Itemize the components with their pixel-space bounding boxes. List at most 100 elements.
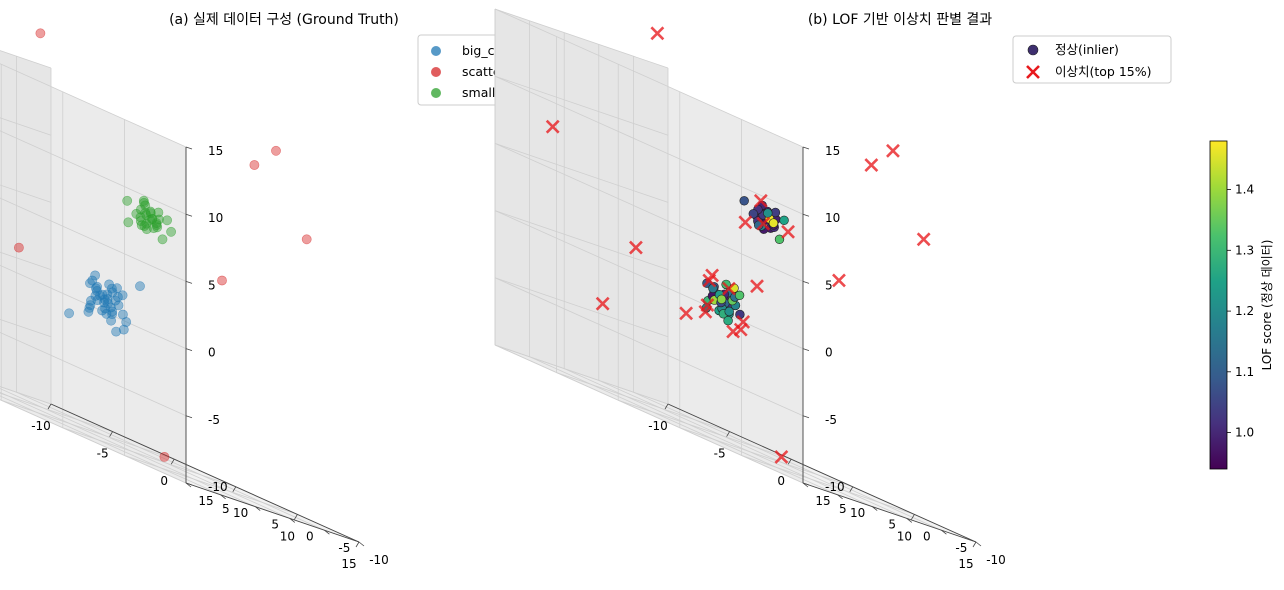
gridline: [494, 143, 669, 203]
scattered-point: [271, 145, 281, 156]
x-tick-mark: [294, 514, 298, 520]
gridline: [0, 63, 187, 148]
gridline: [0, 251, 52, 270]
z-tick-label: -10: [208, 480, 228, 494]
legend-marker-scattered: [431, 67, 441, 77]
colorbar-tick-label: 1.1: [1235, 365, 1254, 379]
z-tick-mark: [185, 146, 193, 150]
x-tick-label: -10: [648, 419, 668, 433]
gridline: [494, 75, 669, 136]
outlier-point: [756, 216, 771, 231]
big-cluster-point: [64, 308, 74, 319]
inlier-point: [748, 209, 758, 219]
z-tick-mark: [802, 482, 810, 486]
small-cluster-point: [166, 226, 176, 237]
colorbar-tick-label: 1.0: [1235, 426, 1254, 440]
inlier-point: [763, 208, 773, 218]
big-cluster-point: [90, 270, 100, 281]
y-tick-label: -5: [955, 541, 967, 555]
x-tick-mark: [664, 403, 669, 410]
legend-marker-inlier: [1027, 44, 1039, 56]
small-cluster-point: [131, 208, 142, 219]
x-tick-label: 5: [839, 502, 847, 516]
x-tick-mark: [109, 431, 113, 437]
gridline: [0, 184, 52, 203]
outlier-point: [733, 322, 748, 337]
y-tick-mark: [358, 541, 365, 547]
z-tick-label: -10: [825, 480, 845, 494]
x-tick-label: 5: [222, 502, 230, 516]
big-cluster-point: [111, 326, 121, 337]
z-tick-mark: [802, 281, 810, 284]
legend-frame: [1012, 35, 1172, 84]
x-tick-label: 10: [280, 529, 295, 543]
y-tick-label: 15: [198, 494, 213, 508]
legend-label: 이상치(top 15%): [1055, 64, 1152, 79]
z-tick-label: 10: [208, 211, 223, 225]
z-tick-mark: [802, 213, 810, 217]
gridline: [0, 264, 187, 349]
gridline: [494, 8, 669, 69]
big-cluster-point: [106, 315, 116, 326]
big-cluster-point: [97, 289, 108, 300]
gridline: [1, 399, 175, 460]
legend-marker-small-cluster: [431, 88, 441, 98]
scattered-point: [35, 28, 46, 39]
gridline: [494, 277, 669, 338]
big-cluster-point: [113, 300, 124, 311]
z-tick-mark: [185, 281, 193, 284]
outlier-point: [702, 273, 717, 288]
x-tick-label: 0: [777, 474, 785, 488]
scattered-point: [217, 275, 227, 286]
legend-label: 정상(inlier): [1055, 42, 1119, 57]
inlier-point: [739, 196, 749, 206]
gridline: [494, 277, 804, 417]
inlier-point: [768, 218, 779, 228]
gridline: [0, 117, 52, 136]
outlier-point: [886, 143, 900, 158]
y-axis-line: [802, 482, 977, 543]
x-tick-label: 15: [958, 557, 973, 571]
legend: 정상(inlier) 이상치(top 15%): [1012, 35, 1172, 84]
small-cluster-point: [141, 218, 152, 229]
gridline: [494, 210, 804, 349]
y-tick-label: 0: [306, 529, 314, 543]
outlier-point: [722, 281, 736, 296]
x-tick-label: 0: [160, 474, 168, 488]
outlier-point: [781, 224, 795, 239]
x-axis-line: [50, 403, 360, 543]
gridline: [679, 427, 853, 488]
small-cluster-point: [153, 207, 164, 218]
legend-marker-outlier: [1026, 65, 1040, 79]
z-tick-mark: [802, 348, 810, 351]
gridline: [494, 210, 669, 270]
gridline: [0, 391, 256, 507]
small-cluster-point: [162, 215, 172, 226]
gridline: [741, 455, 915, 515]
side-pane: [0, 50, 51, 404]
gridline: [618, 399, 792, 460]
big-cluster-point: [85, 300, 96, 310]
big-cluster-point: [87, 275, 98, 286]
big-cluster-point: [101, 308, 112, 319]
x-tick-mark: [911, 514, 915, 520]
x-tick-label: -5: [714, 447, 726, 461]
gridline: [0, 130, 187, 215]
gridline: [564, 368, 873, 507]
gridline: [598, 380, 907, 519]
z-tick-label: -5: [825, 413, 837, 427]
y-tick-mark: [837, 494, 843, 500]
z-tick-mark: [185, 415, 193, 419]
outlier-point: [650, 26, 665, 41]
colorbar-tick-label: 1.4: [1235, 183, 1254, 197]
outlier-point: [545, 119, 560, 134]
big-cluster-point: [107, 283, 117, 294]
y-tick-mark: [289, 518, 296, 523]
gridline: [124, 455, 298, 515]
y-tick-label: 5: [888, 518, 896, 532]
gridline: [0, 399, 187, 484]
x-tick-mark: [972, 541, 977, 548]
